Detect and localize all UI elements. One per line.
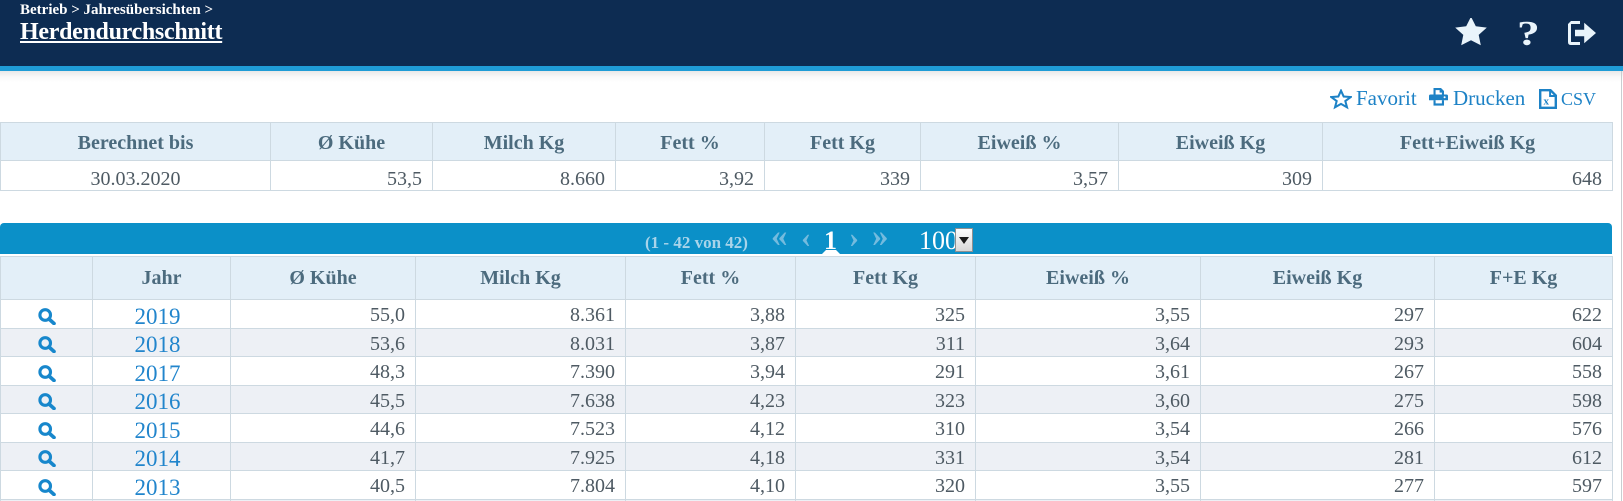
svg-text:x: x xyxy=(1544,96,1550,108)
